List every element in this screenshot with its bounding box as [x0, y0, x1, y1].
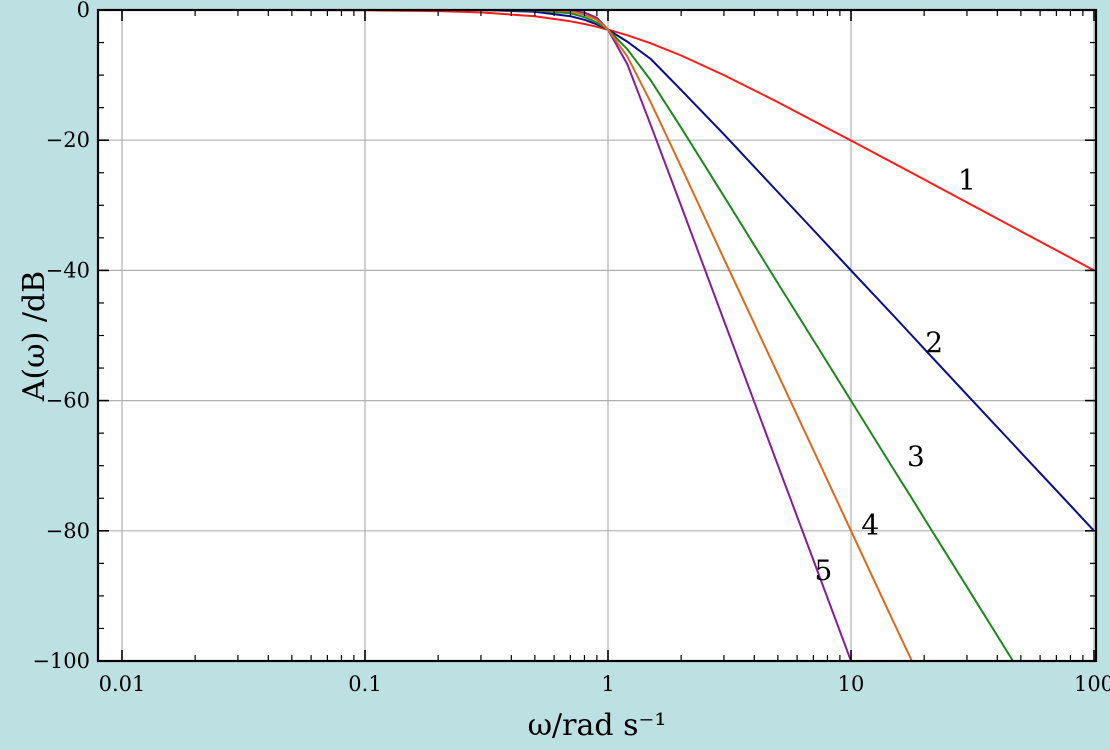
y-tick-label: 0 [77, 0, 90, 22]
curve-1 [122, 9, 1095, 272]
y-tick-label: −60 [46, 389, 90, 413]
y-tick-label: −100 [32, 649, 90, 673]
y-tick-label: −80 [46, 519, 90, 543]
curve-label-2: 2 [925, 326, 943, 359]
x-tick-label: 0.1 [348, 672, 381, 696]
x-tick-label: 0.01 [99, 672, 146, 696]
x-axis-title: ω/rad s⁻¹ [528, 708, 667, 743]
ticks [98, 9, 1096, 662]
curve-label-1: 1 [958, 163, 976, 196]
curve-labels: 1 2 3 45 [815, 163, 976, 587]
y-tick-label: −40 [46, 258, 90, 282]
x-tick-label: 100 [1074, 672, 1110, 696]
y-tick-label: −20 [46, 128, 90, 152]
curve-label-3: 3 [907, 440, 925, 473]
x-tick-label: 10 [838, 672, 865, 696]
curve-label-4: 4 [861, 508, 879, 541]
curve-label-5: 5 [815, 554, 833, 587]
x-tick-label: 1 [601, 672, 614, 696]
plot-area [98, 10, 1096, 661]
tick-labels: 0.01 0.1 1 10 100 0 −20 −40 −60 −80 −100 [32, 0, 1110, 696]
y-axis-title: A(ω) /dB [17, 271, 52, 402]
